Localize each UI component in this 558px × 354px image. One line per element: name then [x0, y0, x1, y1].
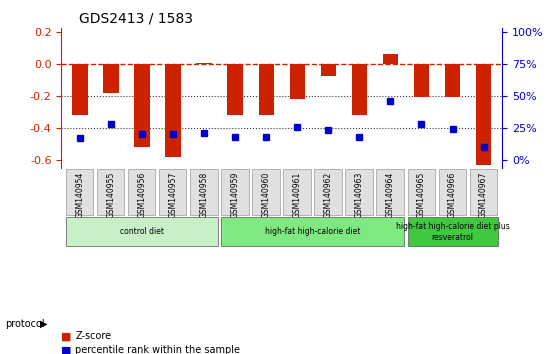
Bar — [196, 63, 212, 64]
FancyBboxPatch shape — [470, 169, 497, 215]
Text: GSM140959: GSM140959 — [230, 172, 240, 218]
Text: high-fat high-calorie diet plus
resveratrol: high-fat high-calorie diet plus resverat… — [396, 222, 509, 241]
Bar — [352, 64, 367, 115]
Text: protocol: protocol — [6, 319, 45, 329]
FancyBboxPatch shape — [283, 169, 311, 215]
FancyBboxPatch shape — [407, 217, 498, 246]
Text: GSM140956: GSM140956 — [138, 172, 147, 218]
FancyBboxPatch shape — [439, 169, 466, 215]
Text: GSM140955: GSM140955 — [107, 172, 116, 218]
Text: GSM140963: GSM140963 — [355, 172, 364, 218]
Bar — [383, 54, 398, 64]
Bar — [103, 64, 119, 92]
Text: GSM140958: GSM140958 — [200, 172, 209, 218]
FancyBboxPatch shape — [128, 169, 156, 215]
FancyBboxPatch shape — [252, 169, 280, 215]
Text: GSM140960: GSM140960 — [262, 172, 271, 218]
Bar — [290, 64, 305, 99]
Text: GSM140966: GSM140966 — [448, 172, 457, 218]
Text: GSM140965: GSM140965 — [417, 172, 426, 218]
FancyBboxPatch shape — [66, 169, 93, 215]
FancyBboxPatch shape — [377, 169, 404, 215]
Bar — [228, 64, 243, 115]
Text: control diet: control diet — [120, 227, 164, 236]
FancyBboxPatch shape — [345, 169, 373, 215]
Text: GSM140964: GSM140964 — [386, 172, 395, 218]
FancyBboxPatch shape — [314, 169, 341, 215]
FancyBboxPatch shape — [66, 217, 218, 246]
Bar — [134, 64, 150, 147]
FancyBboxPatch shape — [190, 169, 218, 215]
Bar — [72, 64, 88, 115]
Text: high-fat high-calorie diet: high-fat high-calorie diet — [265, 227, 360, 236]
Text: GSM140961: GSM140961 — [293, 172, 302, 218]
FancyBboxPatch shape — [97, 169, 124, 215]
Text: GSM140962: GSM140962 — [324, 172, 333, 218]
Text: ▶: ▶ — [40, 319, 47, 329]
Text: percentile rank within the sample: percentile rank within the sample — [75, 346, 240, 354]
Text: ■: ■ — [61, 346, 72, 354]
Bar — [165, 64, 181, 157]
FancyBboxPatch shape — [222, 217, 405, 246]
Text: GSM140967: GSM140967 — [479, 172, 488, 218]
FancyBboxPatch shape — [222, 169, 248, 215]
Bar — [476, 64, 492, 165]
Text: ■: ■ — [61, 331, 72, 341]
Text: GDS2413 / 1583: GDS2413 / 1583 — [79, 12, 193, 26]
Bar — [413, 64, 429, 97]
Bar — [321, 64, 336, 76]
Text: Z-score: Z-score — [75, 331, 112, 341]
Text: GSM140957: GSM140957 — [169, 172, 177, 218]
Bar — [445, 64, 460, 97]
FancyBboxPatch shape — [159, 169, 186, 215]
FancyBboxPatch shape — [407, 169, 435, 215]
Text: GSM140954: GSM140954 — [75, 172, 84, 218]
Bar — [258, 64, 274, 115]
